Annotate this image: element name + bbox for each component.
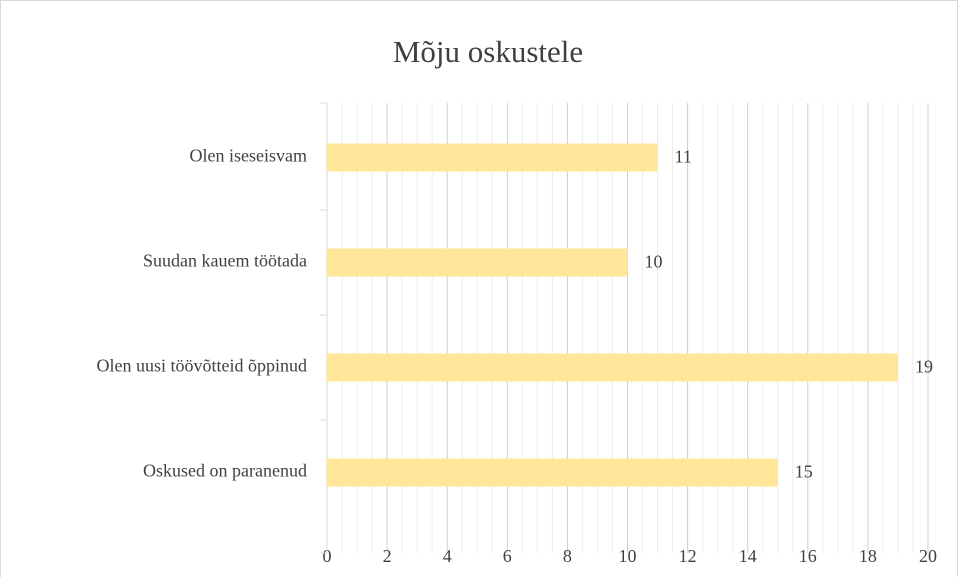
x-tick-label: 20 bbox=[919, 546, 937, 566]
bar bbox=[327, 143, 658, 172]
x-tick-label: 2 bbox=[383, 546, 392, 566]
y-tick-label: Olen iseseisvam bbox=[190, 146, 307, 166]
chart-title: Mõju oskustele bbox=[393, 34, 583, 69]
x-tick-label: 6 bbox=[503, 546, 512, 566]
data-label: 15 bbox=[795, 462, 813, 482]
bar bbox=[327, 353, 898, 382]
data-label: 10 bbox=[645, 252, 663, 272]
x-tick-label: 10 bbox=[619, 546, 637, 566]
bar bbox=[327, 248, 628, 277]
x-tick-label: 4 bbox=[443, 546, 452, 566]
x-tick-label: 16 bbox=[799, 546, 817, 566]
x-tick-label: 0 bbox=[323, 546, 332, 566]
y-tick-label: Suudan kauem töötada bbox=[143, 251, 307, 271]
x-tick-label: 8 bbox=[563, 546, 572, 566]
y-tick-label: Oskused on paranenud bbox=[143, 461, 307, 481]
data-label: 11 bbox=[675, 147, 692, 167]
data-label: 19 bbox=[915, 357, 933, 377]
x-tick-label: 18 bbox=[859, 546, 877, 566]
y-tick-label: Olen uusi töövõtteid õppinud bbox=[97, 356, 308, 376]
x-tick-label: 12 bbox=[679, 546, 697, 566]
x-tick-label: 14 bbox=[739, 546, 757, 566]
bar bbox=[327, 458, 778, 487]
